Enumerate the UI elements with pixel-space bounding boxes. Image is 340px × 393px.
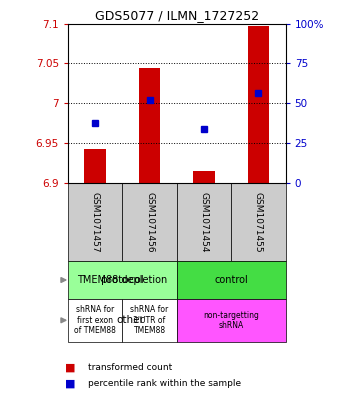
- Bar: [177, 299, 286, 342]
- Text: shRNA for
3'UTR of
TMEM88: shRNA for 3'UTR of TMEM88: [131, 305, 169, 335]
- Bar: [68, 299, 122, 342]
- Bar: [177, 261, 286, 299]
- Text: GSM1071457: GSM1071457: [91, 192, 100, 252]
- Bar: [177, 183, 231, 261]
- Text: shRNA for
first exon
of TMEM88: shRNA for first exon of TMEM88: [74, 305, 116, 335]
- Bar: [68, 183, 122, 261]
- Text: control: control: [214, 275, 248, 285]
- Bar: [68, 261, 177, 299]
- Text: other: other: [116, 315, 144, 325]
- Text: ■: ■: [65, 362, 75, 373]
- Title: GDS5077 / ILMN_1727252: GDS5077 / ILMN_1727252: [95, 9, 259, 22]
- Bar: [122, 299, 177, 342]
- Bar: [193, 171, 215, 183]
- Text: non-targetting
shRNA: non-targetting shRNA: [203, 310, 259, 330]
- Text: TMEM88 depletion: TMEM88 depletion: [77, 275, 168, 285]
- Bar: [122, 183, 177, 261]
- Bar: [84, 149, 106, 183]
- Text: GSM1071454: GSM1071454: [200, 192, 208, 252]
- Bar: [231, 183, 286, 261]
- Text: percentile rank within the sample: percentile rank within the sample: [88, 379, 241, 387]
- Text: GSM1071456: GSM1071456: [145, 192, 154, 252]
- Text: transformed count: transformed count: [88, 363, 173, 372]
- Text: protocol: protocol: [101, 275, 144, 285]
- Text: ■: ■: [65, 378, 75, 388]
- Bar: [139, 68, 160, 183]
- Text: GSM1071455: GSM1071455: [254, 192, 263, 252]
- Bar: [248, 26, 269, 183]
